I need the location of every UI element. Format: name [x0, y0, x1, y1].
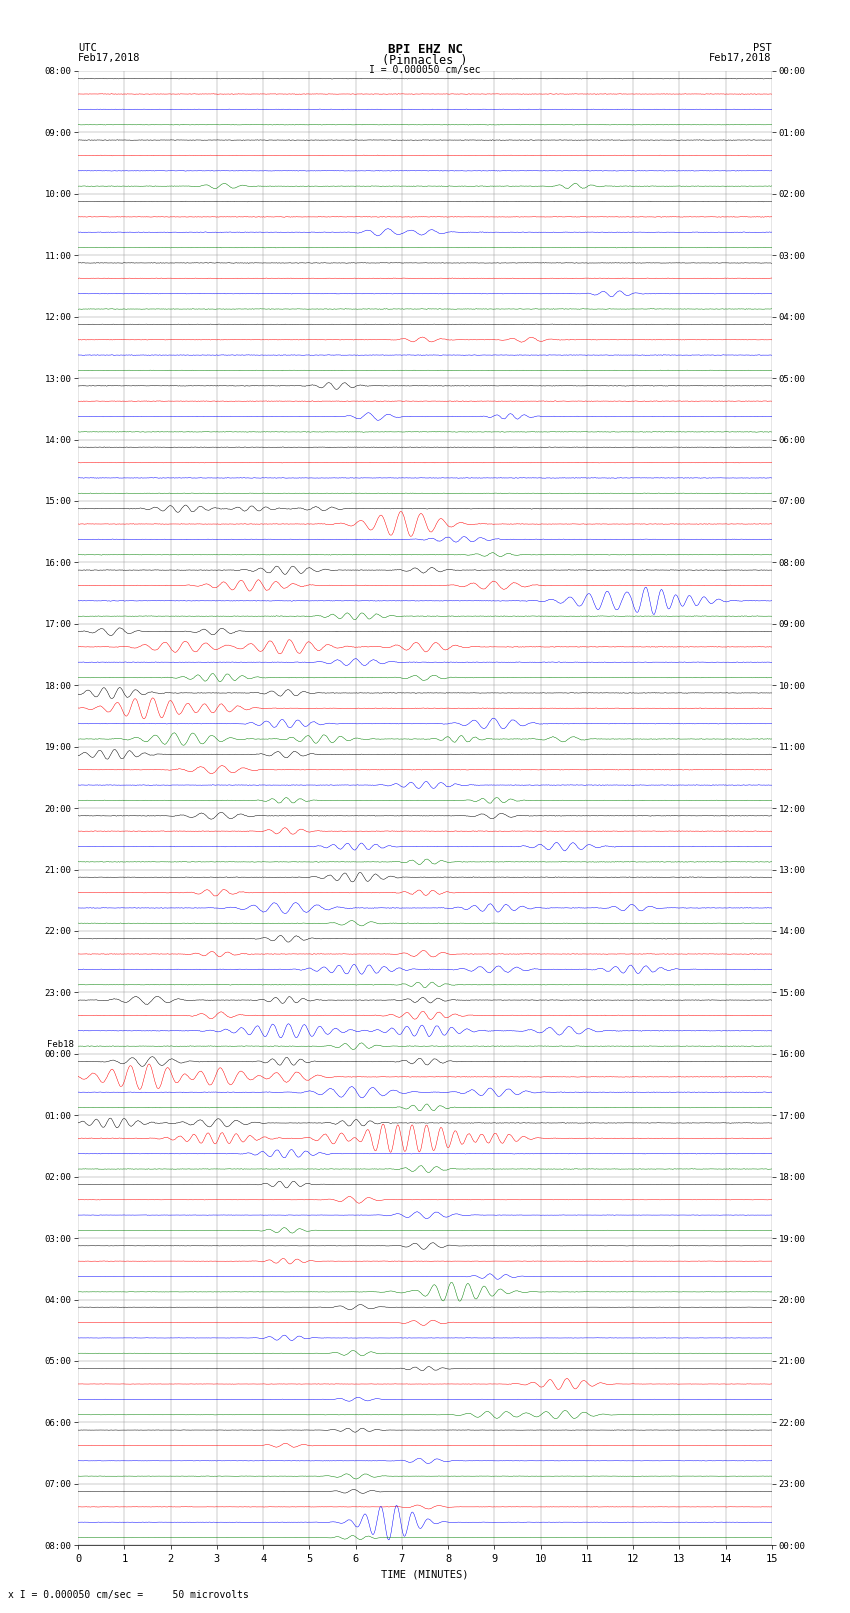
Text: UTC: UTC	[78, 44, 97, 53]
Text: BPI EHZ NC: BPI EHZ NC	[388, 44, 462, 56]
Text: x I = 0.000050 cm/sec =     50 microvolts: x I = 0.000050 cm/sec = 50 microvolts	[8, 1590, 249, 1600]
Text: PST: PST	[753, 44, 772, 53]
Text: I = 0.000050 cm/sec: I = 0.000050 cm/sec	[369, 65, 481, 74]
Text: Feb17,2018: Feb17,2018	[78, 53, 141, 63]
Text: Feb17,2018: Feb17,2018	[709, 53, 772, 63]
Text: (Pinnacles ): (Pinnacles )	[382, 53, 468, 68]
X-axis label: TIME (MINUTES): TIME (MINUTES)	[382, 1569, 468, 1579]
Text: Feb18: Feb18	[47, 1040, 74, 1048]
